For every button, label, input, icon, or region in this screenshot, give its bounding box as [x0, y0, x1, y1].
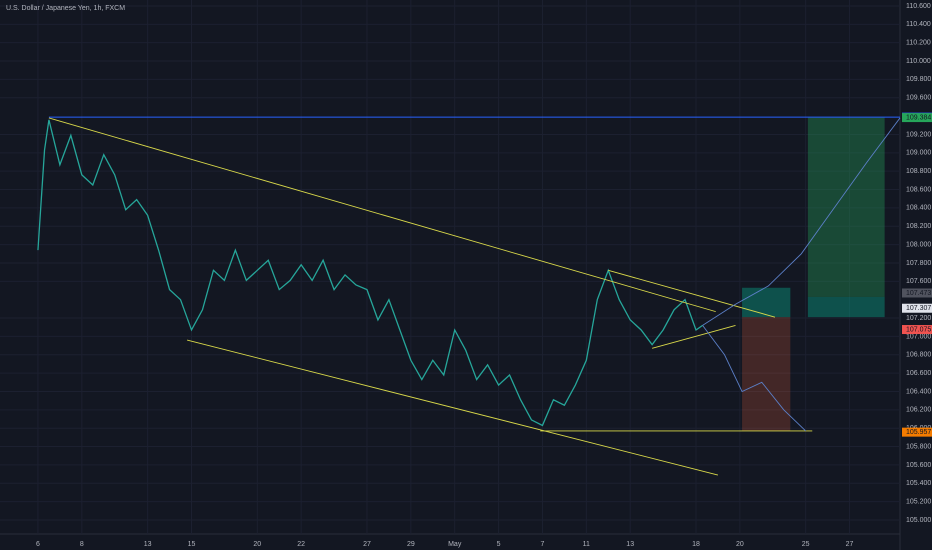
y-tick-label: 107.200 — [906, 315, 931, 322]
chart-title: U.S. Dollar / Japanese Yen, 1h, FXCM — [6, 5, 125, 12]
price-line — [37, 119, 703, 427]
y-tick-label: 107.600 — [906, 278, 931, 285]
y-tick-label: 107.800 — [906, 260, 931, 267]
x-tick-label: 18 — [692, 541, 700, 548]
x-tick-label: 29 — [407, 541, 415, 548]
trendline — [48, 117, 716, 313]
price-tag — [902, 303, 932, 313]
price-tag-label: 107.075 — [906, 326, 931, 333]
position-box — [742, 287, 791, 318]
x-tick-label: 11 — [583, 541, 590, 548]
y-tick-label: 105.000 — [906, 517, 931, 524]
y-tick-label: 109.800 — [906, 76, 931, 83]
y-tick-label: 106.800 — [906, 352, 931, 359]
y-tick-label: 110.400 — [906, 21, 931, 28]
y-tick-label: 107.000 — [906, 333, 931, 340]
trendline — [702, 325, 806, 432]
x-tick-label: 13 — [144, 541, 152, 548]
x-tick-label: 15 — [188, 541, 196, 548]
x-tick-label: 8 — [80, 541, 84, 548]
price-tag-label: 109.384 — [906, 114, 931, 121]
y-tick-label: 108.800 — [906, 168, 931, 175]
y-tick-label: 105.800 — [906, 443, 931, 450]
x-tick-label: 25 — [802, 541, 810, 548]
x-tick-label: 20 — [736, 541, 744, 548]
y-tick-label: 109.000 — [906, 150, 931, 157]
x-tick-label: 27 — [846, 541, 854, 548]
x-tick-label: 20 — [253, 541, 261, 548]
position-box — [807, 117, 885, 297]
x-tick-label: 7 — [541, 541, 545, 548]
y-tick-label: 106.600 — [906, 370, 931, 377]
y-tick-label: 108.000 — [906, 241, 931, 248]
y-tick-label: 108.200 — [906, 223, 931, 230]
price-tag — [902, 427, 932, 437]
trendline — [652, 324, 736, 349]
y-tick-label: 108.400 — [906, 205, 931, 212]
price-tag-label: 107.473 — [906, 290, 931, 297]
price-tag — [902, 113, 932, 123]
price-tag — [902, 288, 932, 298]
y-tick-label: 109.600 — [906, 95, 931, 102]
y-tick-label: 110.000 — [906, 58, 931, 65]
x-tick-label: 27 — [363, 541, 371, 548]
position-box — [807, 296, 885, 318]
y-tick-label: 108.600 — [906, 186, 931, 193]
y-tick-label: 105.200 — [906, 498, 931, 505]
x-tick-label: May — [448, 541, 462, 548]
price-tag — [902, 325, 932, 335]
y-tick-label: 109.200 — [906, 131, 931, 138]
y-tick-label: 110.600 — [906, 3, 931, 10]
y-tick-label: 106.400 — [906, 388, 931, 395]
x-tick-label: 6 — [36, 541, 40, 548]
y-tick-label: 106.200 — [906, 407, 931, 414]
price-tag-label: 107.307 — [906, 305, 931, 312]
y-tick-label: 110.200 — [906, 40, 931, 47]
trendline — [186, 339, 719, 476]
trendline — [608, 269, 776, 318]
x-tick-label: 5 — [497, 541, 501, 548]
y-tick-label: 105.600 — [906, 462, 931, 469]
x-tick-label: 22 — [297, 541, 305, 548]
trendline — [702, 117, 901, 326]
price-tag-label: 105.957 — [906, 429, 931, 436]
position-box — [742, 317, 791, 431]
y-tick-label: 105.400 — [906, 480, 931, 487]
x-tick-label: 13 — [626, 541, 634, 548]
